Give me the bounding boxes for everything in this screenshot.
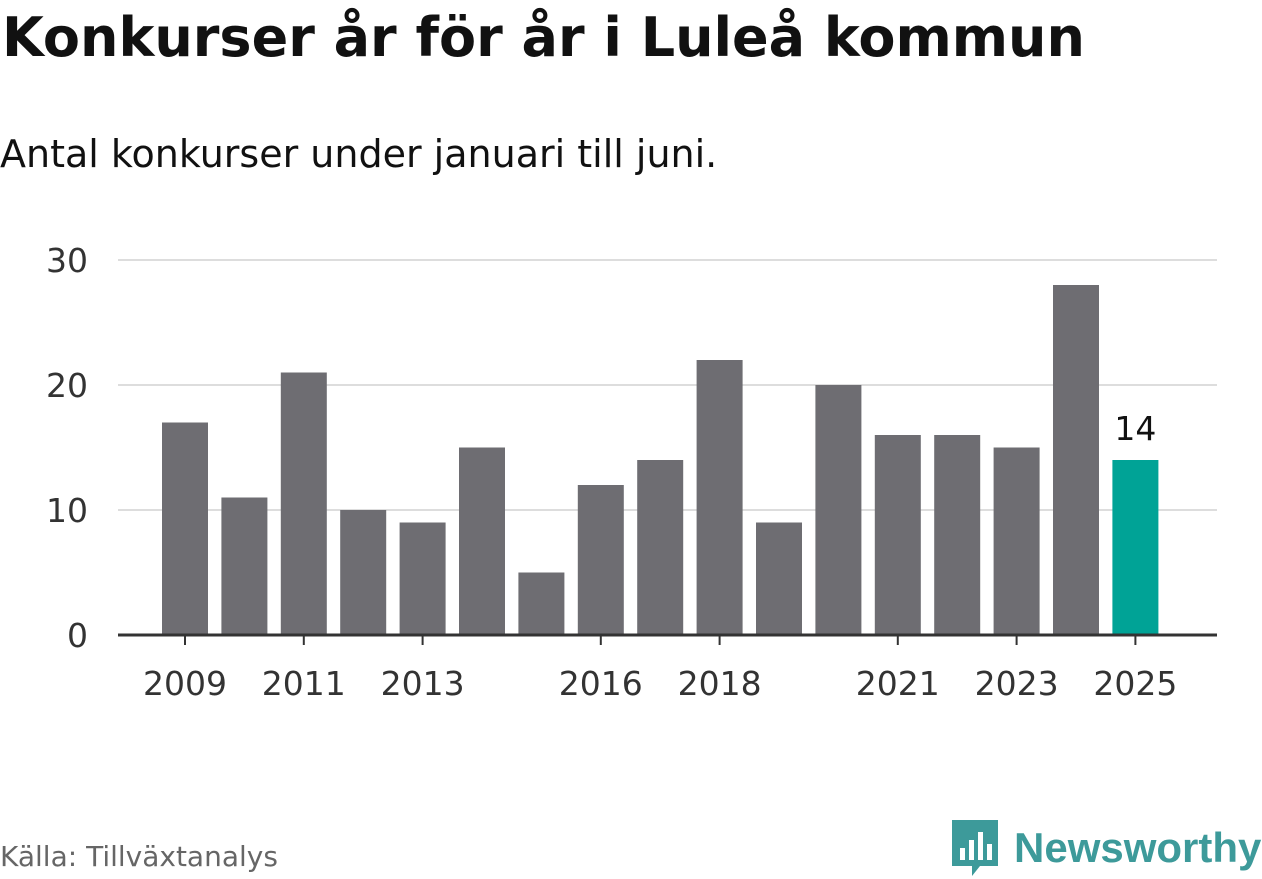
y-tick-label-10: 10 — [46, 491, 88, 530]
brand-logo: Newsworthy — [950, 818, 1261, 878]
x-tick-label-2013: 2013 — [381, 664, 465, 703]
bar-chart-speech-bubble-icon — [952, 820, 998, 876]
bar-2023 — [993, 447, 1040, 635]
bar-2018 — [696, 360, 743, 635]
y-axis-ticks: 0 10 20 30 — [46, 241, 88, 655]
x-axis-ticks: 2009 2011 2013 2016 2018 2021 2023 2025 — [143, 635, 1177, 703]
bar-2014 — [459, 447, 505, 635]
bar-2024 — [1053, 285, 1099, 635]
bar-2020 — [815, 385, 862, 635]
x-tick-label-2011: 2011 — [262, 664, 346, 703]
data-label-2025: 14 — [1114, 409, 1156, 448]
bar-2012 — [340, 510, 387, 635]
x-tick-label-2023: 2023 — [975, 664, 1059, 703]
bar-2025 — [1112, 460, 1159, 635]
y-tick-label-30: 30 — [46, 241, 88, 280]
bar-2019 — [756, 522, 802, 635]
brand-name: Newsworthy — [1014, 824, 1262, 871]
bar-2009 — [162, 422, 208, 635]
chart-subtitle: Antal konkurser under januari till juni. — [0, 132, 718, 176]
chart-title: Konkurser år för år i Luleå kommun — [2, 6, 1085, 69]
y-tick-label-20: 20 — [46, 366, 88, 405]
source-note: Källa: Tillväxtanalys — [0, 840, 278, 873]
x-tick-label-2021: 2021 — [856, 664, 940, 703]
x-tick-label-2018: 2018 — [678, 664, 762, 703]
bar-chart: 0 10 20 30 2009 2011 2013 2016 2018 2021 2023 2025… — [46, 241, 1217, 703]
x-tick-label-2016: 2016 — [559, 664, 643, 703]
x-tick-label-2025: 2025 — [1093, 664, 1177, 703]
bar-2015 — [518, 572, 565, 635]
data-labels: 14 — [1114, 409, 1156, 448]
x-tick-label-2009: 2009 — [143, 664, 227, 703]
bar-2017 — [637, 460, 684, 635]
y-tick-label-0: 0 — [67, 616, 88, 655]
bar-2022 — [934, 435, 981, 635]
bar-2016 — [577, 485, 624, 635]
bars — [162, 285, 1159, 635]
bar-2011 — [280, 372, 327, 635]
bar-2010 — [221, 497, 268, 635]
bar-2013 — [399, 522, 446, 635]
bar-2021 — [874, 435, 921, 635]
